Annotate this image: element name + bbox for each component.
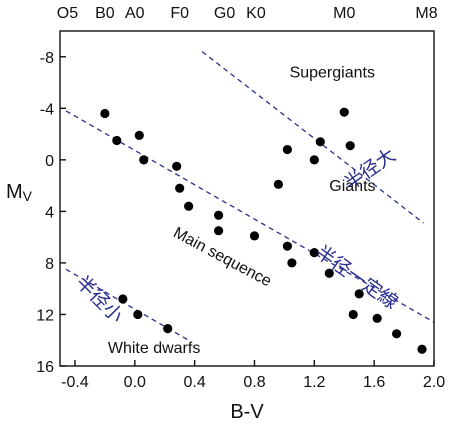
axis-ticks: -0.4 0.0 0.4 0.8 1.2 1.6 2.0 -8 -4 0 4 8 12 16	[36, 50, 445, 391]
region-annotation: Giants	[329, 178, 375, 195]
star-point	[282, 144, 292, 155]
y-tick-label: -8	[40, 50, 54, 67]
x-tick-label: 1.6	[363, 374, 385, 391]
star-point	[287, 258, 297, 268]
plot-frame	[59, 30, 435, 367]
constant-radius-line	[65, 110, 435, 323]
spectral-type-label: M8	[415, 5, 437, 22]
star-point	[249, 231, 260, 241]
x-axis-title: B-V	[230, 401, 264, 423]
region-annotation: White dwarfs	[108, 340, 200, 357]
star-point	[392, 329, 402, 339]
y-tick-label: -4	[40, 101, 54, 118]
star-point	[172, 161, 182, 171]
star-point	[315, 137, 325, 147]
x-tick-label: 0.8	[243, 374, 265, 391]
star-point	[213, 210, 224, 220]
y-tick-label: 0	[45, 153, 54, 170]
spectral-type-label: B0	[95, 5, 115, 22]
spectral-type-label: M0	[333, 5, 355, 22]
y-axis-title: MV	[6, 181, 33, 204]
star-point	[417, 344, 427, 354]
star-point	[345, 141, 355, 151]
y-tick-label: 12	[36, 307, 54, 324]
star-point	[184, 201, 194, 211]
y-tick-label: 16	[36, 359, 54, 376]
star-point	[213, 226, 224, 236]
star-point	[100, 108, 110, 119]
spectral-type-axis: O5 B0 A0 F0 G0 K0 M0 M8	[57, 5, 438, 22]
star-point	[372, 313, 382, 323]
spectral-type-label: O5	[57, 5, 78, 22]
star-point	[273, 179, 284, 189]
x-tick-label: 2.0	[423, 374, 445, 391]
region-annotation: Supergiants	[290, 64, 375, 81]
y-axis-title-subscript: V	[23, 188, 33, 204]
star-point	[309, 248, 319, 258]
spectral-type-label: K0	[246, 5, 266, 22]
constant-radius-line	[201, 51, 424, 224]
star-point	[282, 241, 292, 251]
spectral-type-label: G0	[214, 5, 235, 22]
star-point	[324, 268, 334, 278]
radius-annotation: 半径一定線	[311, 241, 401, 314]
star-point	[139, 155, 149, 165]
x-tick-label: 0.0	[124, 374, 146, 391]
y-tick-label: 4	[45, 204, 54, 221]
star-point	[133, 309, 143, 320]
star-point	[354, 289, 364, 299]
star-point	[175, 183, 185, 193]
star-point	[339, 107, 349, 117]
star-point	[348, 309, 358, 320]
data-points	[100, 107, 427, 354]
x-tick-label: 1.2	[303, 374, 325, 391]
y-tick-label: 8	[45, 256, 54, 273]
x-tick-label: 0.4	[184, 374, 206, 391]
star-point	[112, 135, 122, 146]
star-point	[118, 294, 128, 304]
star-point	[163, 324, 173, 334]
star-point	[309, 155, 319, 165]
spectral-type-label: F0	[170, 5, 189, 22]
x-tick-label: -0.4	[61, 374, 89, 391]
y-axis-title-main: M	[6, 181, 23, 203]
spectral-type-label: A0	[125, 5, 145, 22]
star-point	[134, 130, 144, 140]
